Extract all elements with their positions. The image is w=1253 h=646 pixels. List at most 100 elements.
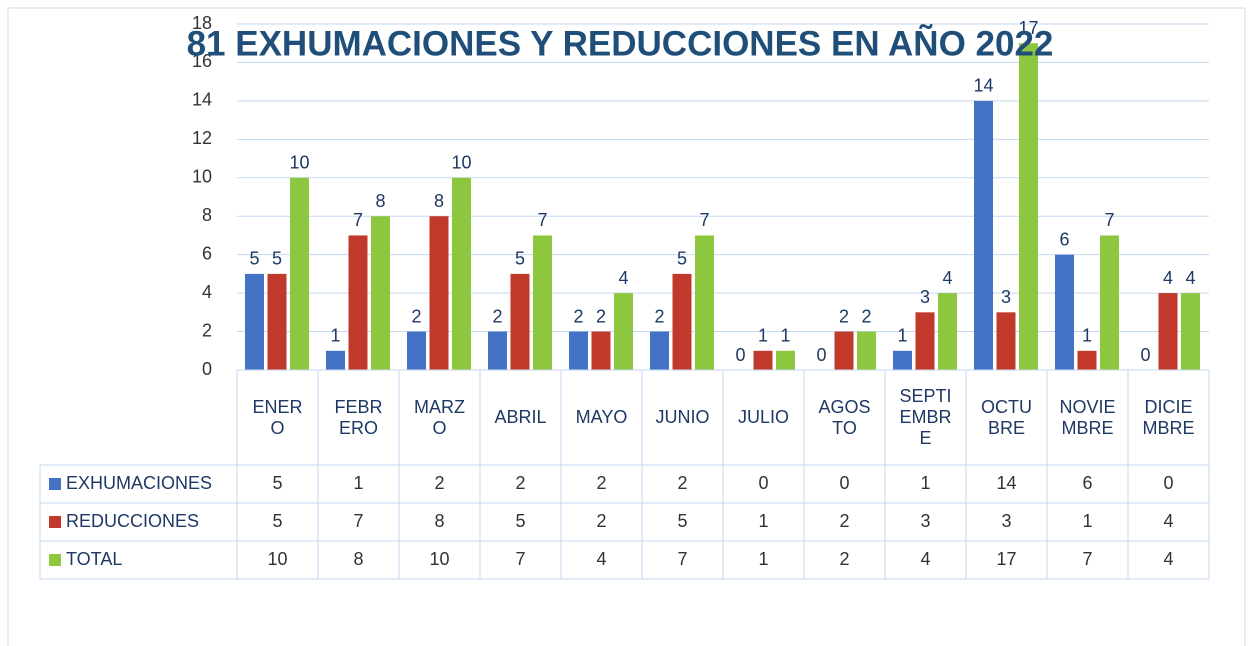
table-cell: 1: [758, 549, 768, 569]
table-cell: 4: [1163, 549, 1173, 569]
data-label: 4: [942, 268, 952, 288]
chart-border: [7, 7, 1246, 646]
x-tick-label: DICIEMBRE: [1142, 396, 1195, 438]
x-tick-label: NOVIEMBRE: [1059, 396, 1116, 438]
bar: [267, 273, 287, 370]
bar: [614, 293, 633, 370]
x-tick-label: MAYO: [575, 407, 628, 427]
table-cell: 2: [677, 473, 687, 493]
y-tick-label: 2: [202, 320, 212, 340]
bar: [1077, 350, 1097, 370]
y-tick-label: 14: [192, 90, 212, 110]
bar: [834, 331, 854, 370]
x-tick-label: ENERO: [252, 396, 303, 438]
data-label: 7: [1104, 210, 1114, 230]
data-label: 7: [699, 210, 709, 230]
data-label: 0: [735, 345, 745, 365]
data-label: 7: [537, 210, 547, 230]
table-cell: 7: [677, 549, 687, 569]
bar: [938, 293, 957, 370]
bar: [1158, 293, 1178, 370]
x-tick-label: SEPTIEMBRE: [899, 386, 952, 448]
data-label: 17: [1018, 18, 1038, 38]
y-tick-label: 8: [202, 205, 212, 225]
data-label: 1: [897, 326, 907, 346]
table-cell: 2: [515, 473, 525, 493]
y-tick-label: 12: [192, 128, 212, 148]
data-label: 2: [861, 306, 871, 326]
bar: [893, 350, 912, 370]
y-tick-label: 0: [202, 359, 212, 379]
x-tick-label: JULIO: [737, 407, 789, 427]
table-cell: 1: [758, 511, 768, 531]
table-cell: 0: [758, 473, 768, 493]
bar: [996, 312, 1016, 370]
x-tick-label: MARZO: [414, 396, 465, 438]
bar: [290, 177, 309, 370]
data-label: 5: [677, 249, 687, 269]
bar: [857, 331, 876, 370]
data-label: 5: [515, 249, 525, 269]
table-cell: 5: [272, 511, 282, 531]
data-label: 2: [411, 306, 421, 326]
bar: [348, 235, 368, 370]
bar: [1100, 235, 1119, 370]
bar: [488, 331, 507, 370]
data-label: 14: [973, 76, 993, 96]
y-tick-label: 4: [202, 282, 212, 302]
data-label: 7: [353, 210, 363, 230]
bar: [915, 312, 935, 370]
bar: [326, 350, 345, 370]
table-cell: 3: [1001, 511, 1011, 531]
table-cell: 4: [596, 549, 606, 569]
table-cell: 2: [596, 511, 606, 531]
bar: [452, 177, 471, 370]
x-tick-label: OCTUBRE: [981, 396, 1032, 438]
table-cell: 0: [1163, 473, 1173, 493]
data-label: 5: [272, 249, 282, 269]
data-label: 0: [1140, 345, 1150, 365]
bar: [753, 350, 773, 370]
legend-key: [49, 554, 61, 566]
bar: [245, 273, 264, 370]
bar: [533, 235, 552, 370]
bar: [1019, 43, 1038, 370]
data-label: 6: [1059, 229, 1069, 249]
table-cell: 10: [267, 549, 287, 569]
data-label: 2: [654, 306, 664, 326]
data-label: 2: [839, 306, 849, 326]
bar: [695, 235, 714, 370]
data-label: 2: [492, 306, 502, 326]
table-cell: 2: [434, 473, 444, 493]
legend-label: EXHUMACIONES: [66, 473, 212, 493]
legend-label: TOTAL: [66, 549, 122, 569]
data-label: 2: [573, 306, 583, 326]
bar: [407, 331, 426, 370]
data-label: 4: [618, 268, 628, 288]
legend-label: REDUCCIONES: [66, 511, 199, 531]
legend-key: [49, 516, 61, 528]
y-tick-label: 10: [192, 167, 212, 187]
table-cell: 4: [920, 549, 930, 569]
bar: [1181, 293, 1200, 370]
data-label: 8: [434, 191, 444, 211]
data-label: 10: [289, 153, 309, 173]
table-cell: 2: [596, 473, 606, 493]
table-cell: 4: [1163, 511, 1173, 531]
y-tick-label: 18: [192, 13, 212, 33]
bar: [371, 216, 390, 370]
table-cell: 5: [515, 511, 525, 531]
data-label: 1: [330, 326, 340, 346]
data-label: 4: [1185, 268, 1195, 288]
x-tick-label: JUNIO: [655, 407, 710, 427]
data-label: 3: [1001, 287, 1011, 307]
bar: [650, 331, 669, 370]
table-cell: 5: [272, 473, 282, 493]
data-label: 10: [451, 153, 471, 173]
table-cell: 2: [839, 511, 849, 531]
data-label: 5: [249, 249, 259, 269]
table-cell: 1: [353, 473, 363, 493]
bar: [510, 273, 530, 370]
data-label: 2: [596, 306, 606, 326]
